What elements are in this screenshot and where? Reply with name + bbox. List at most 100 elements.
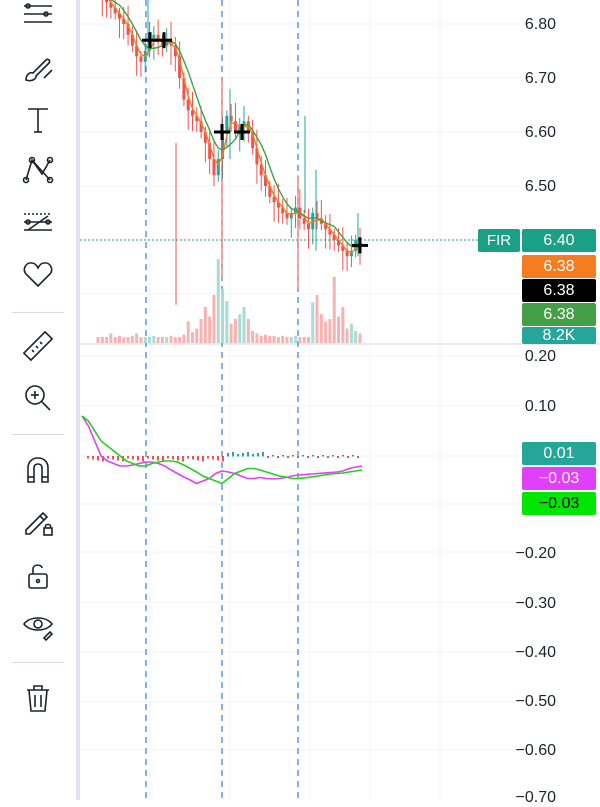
macd-histogram — [87, 452, 359, 462]
histogram-bar — [227, 453, 229, 457]
histogram-bar — [287, 456, 289, 458]
symbol-tag: FIR — [478, 229, 520, 252]
histogram-bar — [107, 456, 109, 459]
unlock-button[interactable] — [14, 554, 62, 598]
indicator-axis-label: 0.20 — [524, 348, 556, 365]
candle-body — [337, 240, 341, 246]
favorites-button[interactable] — [14, 252, 62, 296]
indicator-axis-label: −0.50 — [515, 693, 556, 710]
forecast-tool-button[interactable] — [14, 200, 62, 244]
chart-area[interactable]: 6.80 6.70 6.60 6.50 FIR 6.40 6.38 6.38 6… — [80, 0, 600, 806]
volume-bar — [113, 337, 117, 343]
volume-bar — [165, 337, 169, 343]
volume-bar — [182, 334, 186, 343]
volume-bar — [255, 333, 259, 343]
candle-body — [182, 78, 186, 100]
histogram-bar — [202, 456, 204, 462]
volume-bar — [311, 302, 315, 343]
candle-body — [251, 132, 255, 149]
candle-body — [315, 213, 319, 219]
volume-bar — [259, 335, 263, 343]
lines-tool-button[interactable] — [14, 0, 62, 36]
indicator-axis-label: 0.10 — [524, 398, 556, 415]
histogram-bar — [252, 454, 254, 457]
volume-bar — [96, 337, 100, 343]
histogram-bar — [262, 452, 264, 457]
candle-body — [216, 159, 220, 176]
magnet-button[interactable] — [14, 448, 62, 492]
volume-bar — [169, 335, 173, 343]
hide-drawings-button[interactable] — [14, 604, 62, 648]
lock-drawings-button[interactable] — [14, 500, 62, 544]
lock-drawings-icon — [25, 511, 53, 536]
volume-bar — [285, 337, 289, 343]
volume-bar — [251, 331, 255, 343]
zoom-in-button[interactable] — [14, 376, 62, 420]
volume-bar — [354, 331, 358, 343]
volume-bar — [139, 337, 143, 343]
brush-icon — [25, 58, 53, 82]
toolbar-separator — [12, 434, 64, 435]
histogram-bar — [197, 456, 199, 461]
volume-bar — [229, 323, 233, 343]
macd-tag: −0.03 — [522, 467, 596, 490]
histogram-bar — [307, 456, 309, 458]
overlays — [142, 32, 368, 254]
text-tool-button[interactable] — [14, 98, 62, 142]
ma-orange-line — [108, 0, 361, 254]
candle-body — [221, 132, 225, 159]
volume-bar — [238, 314, 242, 343]
candle-body — [195, 115, 199, 122]
volume-bar — [100, 337, 104, 343]
drawing-toolbar — [0, 0, 76, 800]
chart-canvas[interactable] — [80, 0, 600, 800]
volume-bar — [126, 337, 130, 343]
magnet-icon — [27, 457, 49, 483]
histogram-bar — [352, 455, 354, 457]
candle-body — [156, 34, 160, 41]
candle-body — [341, 245, 345, 251]
volume-bar — [315, 295, 319, 343]
volume-bar — [225, 301, 229, 343]
volume-bar — [289, 337, 293, 343]
histogram-bar — [312, 455, 314, 457]
brush-tool-button[interactable] — [14, 48, 62, 92]
volume-bar — [199, 319, 203, 343]
volume-bar — [302, 337, 306, 343]
delete-drawings-button[interactable] — [14, 676, 62, 720]
volume-bar — [341, 307, 345, 343]
candle-body — [122, 18, 126, 24]
candle-body — [229, 115, 233, 122]
toolbar-separator — [12, 662, 64, 663]
trash-icon — [27, 685, 49, 712]
histogram-bar — [167, 456, 169, 459]
pattern-tool-button[interactable] — [14, 148, 62, 192]
candle-body — [328, 229, 332, 235]
histogram-bar — [187, 456, 189, 459]
last-price-tag: 6.40 — [522, 229, 596, 252]
candle-body — [242, 121, 246, 127]
histogram-bar — [277, 456, 279, 458]
candle-body — [225, 115, 229, 132]
volume-bar — [276, 337, 280, 343]
histogram-bar — [212, 456, 214, 460]
volume-bar — [135, 333, 139, 343]
histogram-bar — [272, 455, 274, 457]
histogram-bar — [142, 456, 144, 462]
candle-body — [255, 148, 259, 165]
candle-body — [178, 56, 182, 78]
volume-bar — [332, 277, 336, 343]
candle-body — [306, 223, 310, 230]
histogram-bar — [192, 456, 194, 460]
candle-body — [268, 186, 272, 197]
volume-bar — [117, 335, 121, 343]
candle-body — [130, 34, 134, 46]
signal-line — [81, 415, 363, 485]
volume-bar — [143, 337, 147, 343]
candle-body — [152, 34, 156, 41]
lines-icon — [24, 3, 52, 23]
eye-icon — [22, 617, 54, 642]
volume-bar — [268, 335, 272, 343]
volume-bar — [306, 337, 310, 343]
ruler-tool-button[interactable] — [14, 324, 62, 368]
